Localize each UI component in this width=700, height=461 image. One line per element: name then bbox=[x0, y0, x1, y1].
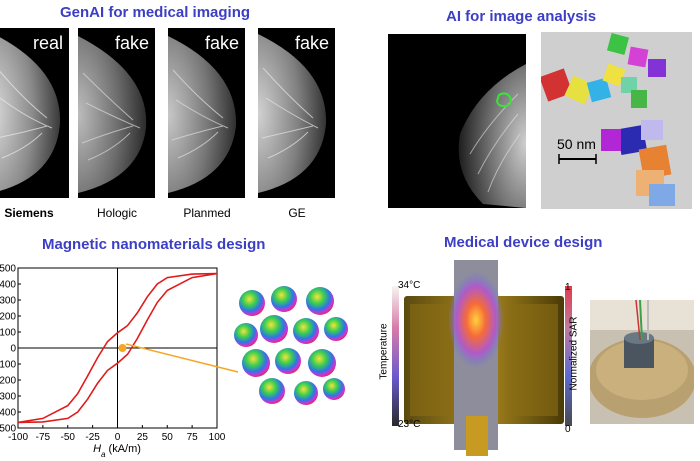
connector-line bbox=[125, 343, 239, 373]
breast-image bbox=[78, 36, 147, 193]
vendor-label-hologic: Hologic bbox=[96, 206, 138, 220]
vendor-label-planmed: Planmed bbox=[183, 206, 231, 220]
genai-section-title: GenAI for medical imaging bbox=[60, 4, 251, 21]
y-tick-label: 200 bbox=[0, 312, 16, 323]
mammogram-real: real bbox=[0, 28, 69, 198]
vendor-label-ge: GE bbox=[288, 206, 306, 220]
temperature-colorbar bbox=[392, 286, 399, 426]
temperature-axis-label: Temperature bbox=[378, 323, 390, 380]
breast-image bbox=[168, 36, 237, 193]
device-photo bbox=[590, 300, 694, 424]
scale-bar-label: 50 nm bbox=[557, 136, 596, 152]
y-tick-label: -200 bbox=[0, 376, 16, 387]
segmented-particles bbox=[539, 32, 675, 206]
temperature-min-label: 23°C bbox=[398, 419, 421, 430]
sar-max-label: 1 bbox=[565, 282, 571, 293]
nanoparticle-cluster bbox=[234, 286, 348, 405]
y-tick-label: 100 bbox=[0, 328, 16, 339]
vendor-label-siemens: Siemens bbox=[4, 206, 54, 220]
sar-colorbar bbox=[565, 286, 572, 426]
y-tick-label: 0 bbox=[10, 344, 16, 355]
simulation-render bbox=[392, 260, 572, 456]
image-tag: fake bbox=[114, 33, 149, 53]
sar-axis-label: Normalized SAR bbox=[568, 316, 580, 391]
x-tick-label: 25 bbox=[137, 432, 149, 443]
x-tick-label: -100 bbox=[8, 432, 28, 443]
y-tick-label: -400 bbox=[0, 408, 16, 419]
mammogram-fake-hologic: fake bbox=[78, 28, 155, 198]
y-tick-label: -100 bbox=[0, 360, 16, 371]
x-tick-label: -75 bbox=[36, 432, 51, 443]
device-connector bbox=[466, 416, 488, 456]
temperature-max-label: 34°C bbox=[398, 280, 421, 291]
device-section-title: Medical device design bbox=[444, 234, 603, 251]
x-tick-label: 50 bbox=[162, 432, 174, 443]
image-tag: fake bbox=[294, 33, 329, 53]
x-tick-label: -50 bbox=[61, 432, 76, 443]
particles bbox=[234, 286, 348, 405]
image-tag: real bbox=[32, 33, 63, 53]
analysis-mammogram bbox=[388, 34, 526, 208]
breast-image bbox=[258, 34, 327, 193]
detection-image bbox=[458, 64, 526, 208]
device-photo-image bbox=[590, 300, 694, 424]
segmentation-image bbox=[539, 32, 692, 209]
device-simulation: 34°C 23°C Temperature 1 0 Normalized SAR bbox=[379, 256, 580, 456]
analysis-section-title: AI for image analysis bbox=[446, 8, 597, 25]
lesion-outline bbox=[495, 92, 512, 108]
sar-min-label: 0 bbox=[565, 424, 571, 435]
y-tick-label: 500 bbox=[0, 264, 16, 275]
x-tick-label: 100 bbox=[209, 432, 226, 443]
x-tick-label: -25 bbox=[85, 432, 100, 443]
mammogram-fake-planmed: fake bbox=[168, 28, 245, 198]
hysteresis-chart: -100 -75 -50 -25 0 25 50 75 100 500 400 300 200 100 0 -… bbox=[0, 264, 226, 459]
x-axis-label: Ha (kA/m) bbox=[93, 443, 141, 458]
magnetic-section-title: Magnetic nanomaterials design bbox=[42, 236, 266, 253]
breast-image bbox=[0, 37, 61, 191]
y-tick-label: -500 bbox=[0, 424, 16, 435]
y-tick-label: 300 bbox=[0, 296, 16, 307]
sar-hotspot bbox=[448, 272, 504, 368]
mammogram-fake-ge: fake bbox=[258, 28, 335, 198]
x-tick-label: 75 bbox=[187, 432, 199, 443]
hysteresis-descending-branch bbox=[17, 272, 218, 424]
operating-point-marker bbox=[118, 344, 127, 352]
x-tick-label: 0 bbox=[115, 432, 121, 443]
hysteresis-ascending-branch bbox=[17, 272, 218, 424]
y-tick-label: 400 bbox=[0, 280, 16, 291]
y-tick-label: -300 bbox=[0, 392, 16, 403]
image-tag: fake bbox=[204, 33, 239, 53]
nanoparticle-tem-image: 50 nm bbox=[539, 32, 692, 209]
